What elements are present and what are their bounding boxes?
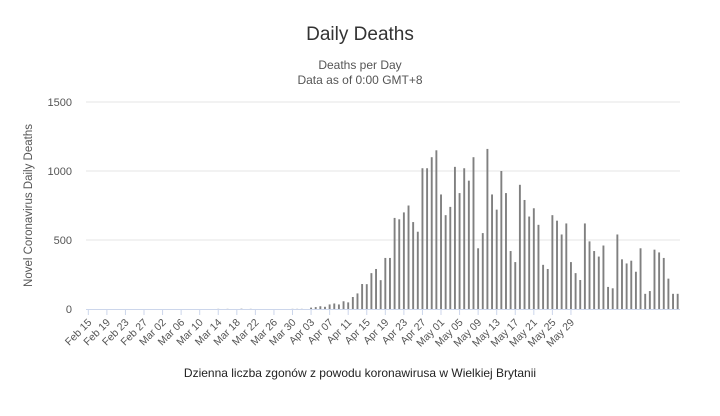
- bar: [607, 286, 610, 309]
- bar: [393, 217, 396, 309]
- bar: [319, 306, 322, 309]
- y-tick-label: 1000: [48, 166, 72, 178]
- bar: [495, 209, 498, 309]
- bar: [384, 257, 387, 309]
- bar: [491, 194, 493, 309]
- bar: [505, 193, 507, 309]
- bar: [430, 157, 433, 309]
- bar: [467, 180, 470, 309]
- y-axis-ticks: 0 500 1000 1500: [48, 97, 72, 316]
- bar: [347, 302, 350, 309]
- y-tick-label: 1500: [48, 97, 72, 109]
- bar: [583, 223, 586, 309]
- bar: [314, 307, 317, 309]
- bar: [481, 233, 484, 309]
- bar: [412, 222, 415, 309]
- bar: [463, 168, 466, 309]
- bar: [337, 304, 340, 309]
- bar: [611, 288, 614, 309]
- bar: [328, 304, 331, 309]
- bar: [616, 234, 619, 309]
- bar: [565, 223, 568, 309]
- bar: [310, 307, 313, 309]
- chart-subtitle-2: Data as of 0:00 GMT+8: [297, 73, 423, 87]
- bar: [435, 150, 438, 309]
- bar: [333, 303, 336, 309]
- y-tick-label: 0: [66, 304, 72, 316]
- bar: [324, 306, 326, 309]
- bar: [351, 296, 354, 309]
- bar: [514, 262, 517, 309]
- y-axis-label: Novel Coronavirus Daily Deaths: [23, 124, 35, 287]
- bar: [449, 206, 452, 309]
- chart-title: Daily Deaths: [306, 24, 414, 45]
- bar: [477, 248, 480, 309]
- bar: [518, 184, 521, 309]
- bar: [342, 301, 345, 309]
- bar: [486, 148, 489, 309]
- bar: [389, 257, 391, 309]
- bar: [453, 166, 456, 309]
- bar: [458, 193, 461, 309]
- bar: [444, 215, 447, 309]
- bar: [407, 205, 410, 309]
- bar: [597, 256, 600, 309]
- bar: [532, 208, 535, 309]
- bar: [375, 268, 377, 309]
- bar: [579, 280, 582, 309]
- bar: [667, 278, 670, 309]
- bar: [593, 251, 596, 309]
- bar: [379, 280, 382, 309]
- bar: [537, 224, 540, 309]
- bar: [365, 284, 368, 309]
- bars-group: [217, 148, 679, 310]
- bar: [672, 293, 674, 309]
- bar: [570, 262, 572, 309]
- grid-lines: [86, 101, 680, 241]
- bar: [653, 249, 656, 309]
- bar: [630, 260, 633, 309]
- bar: [621, 259, 623, 309]
- bar: [588, 241, 591, 309]
- chart-caption: Dzienna liczba zgonów z powodu koronawir…: [183, 366, 537, 380]
- bar: [625, 263, 628, 309]
- bar: [574, 273, 577, 309]
- bar: [639, 248, 642, 309]
- bar: [402, 212, 405, 309]
- bar: [658, 252, 661, 309]
- bar: [662, 257, 665, 309]
- bar: [356, 293, 359, 309]
- bar: [528, 216, 531, 309]
- bar: [676, 293, 679, 309]
- chart-subtitle-1: Deaths per Day: [318, 58, 402, 72]
- bar: [509, 251, 512, 309]
- bar: [472, 157, 475, 309]
- bar: [416, 231, 419, 309]
- bar: [556, 220, 558, 309]
- bar: [560, 234, 563, 309]
- bar: [551, 215, 554, 309]
- bar: [523, 199, 526, 309]
- bar: [361, 284, 364, 309]
- bar: [500, 171, 503, 309]
- bar: [398, 219, 401, 309]
- bar: [634, 271, 637, 309]
- bar: [542, 264, 545, 309]
- bar: [426, 168, 429, 309]
- bar: [546, 268, 549, 309]
- bar: [644, 293, 647, 309]
- y-tick-label: 500: [54, 235, 72, 247]
- bar: [421, 168, 424, 309]
- bar: [370, 273, 373, 309]
- bar: [440, 194, 442, 309]
- bar: [648, 291, 651, 309]
- bar: [602, 245, 605, 309]
